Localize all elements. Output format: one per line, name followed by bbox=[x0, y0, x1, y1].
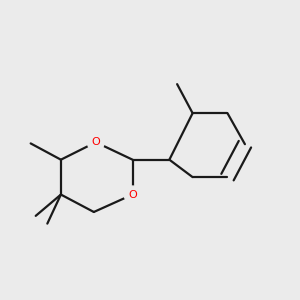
Text: O: O bbox=[128, 190, 137, 200]
Circle shape bbox=[87, 134, 104, 151]
Text: O: O bbox=[92, 137, 100, 147]
Circle shape bbox=[124, 186, 141, 203]
